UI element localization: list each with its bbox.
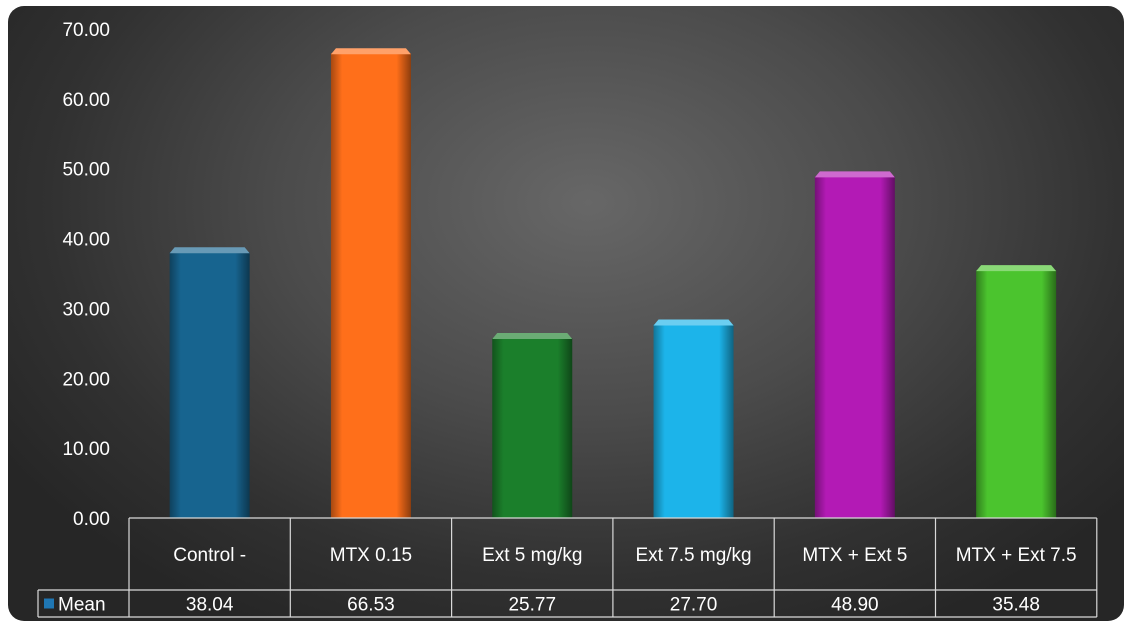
bar-top-bevel: [976, 265, 1057, 272]
bar-top-bevel: [330, 48, 411, 55]
y-tick-label: 20.00: [62, 369, 110, 390]
legend-label: Mean: [58, 595, 106, 616]
category-label: Ext 7.5 mg/kg: [635, 545, 751, 566]
value-label: 27.70: [670, 595, 718, 616]
y-tick-label: 70.00: [62, 20, 110, 41]
data-table: Control - MTX 0.15 Ext 5 mg/kg Ext 7.5 mg/k…: [37, 517, 1098, 618]
value-label: 25.77: [508, 595, 556, 616]
bar: [330, 48, 411, 519]
y-tick-label: 30.00: [62, 299, 110, 320]
category-label: MTX 0.15: [330, 545, 412, 566]
y-tick-label: 60.00: [62, 90, 110, 111]
value-label: 48.90: [831, 595, 879, 616]
bar: [653, 319, 734, 518]
bar-top-bevel: [492, 332, 573, 339]
bar-body: [976, 270, 1057, 518]
value-label: 66.53: [347, 595, 395, 616]
bar-body: [653, 324, 734, 518]
category-label: Control -: [173, 545, 246, 566]
bar: [814, 171, 895, 519]
category-label: Ext 5 mg/kg: [482, 545, 582, 566]
chart-frame: 0.00 10.00 20.00 30.00 40.00 50.00 60.00 70.00 …: [8, 6, 1124, 621]
y-tick-label: 40.00: [62, 230, 110, 251]
bar-chart: 0.0010.0020.0030.0040.0050.0060.0070.00 …: [37, 20, 1098, 618]
bar-top-bevel: [169, 247, 250, 254]
y-tick-label: 50.00: [62, 160, 110, 181]
bars: [169, 48, 1057, 519]
bar: [976, 265, 1057, 518]
bar-body: [330, 53, 411, 519]
bar: [492, 332, 573, 518]
value-label: 35.48: [992, 595, 1040, 616]
y-tick-label: 10.00: [62, 439, 110, 460]
bar-body: [492, 337, 573, 518]
bar: [169, 247, 250, 518]
legend-swatch: [44, 598, 54, 609]
value-label: 38.04: [186, 595, 234, 616]
bar-top-bevel: [653, 319, 734, 326]
bar-top-bevel: [814, 171, 895, 178]
category-label: MTX + Ext 5: [802, 545, 907, 566]
y-tick-label: 0.00: [73, 509, 110, 530]
y-axis: 0.00 10.00 20.00 30.00 40.00 50.00 60.00 70.00: [62, 20, 110, 530]
bar-body: [169, 252, 250, 518]
bar-body: [814, 176, 895, 519]
category-label: MTX + Ext 7.5: [956, 545, 1077, 566]
